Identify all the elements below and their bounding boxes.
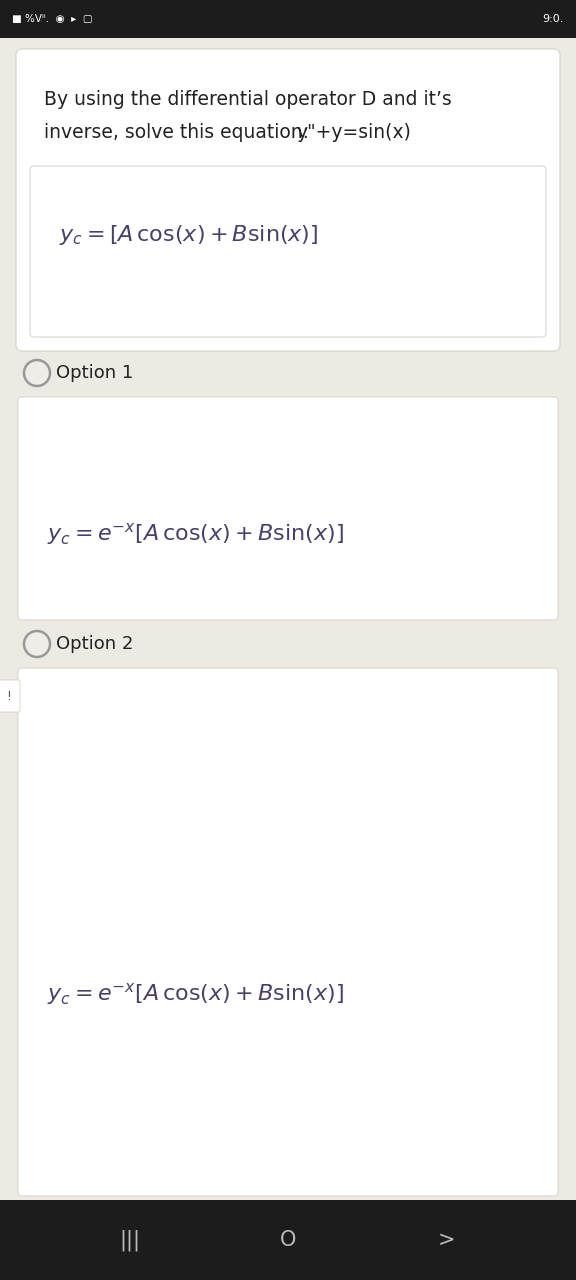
Text: |||: ||| — [119, 1229, 141, 1251]
FancyBboxPatch shape — [18, 397, 558, 620]
Text: $y_c = e^{-x}[A\,\mathrm{cos}(x) + B\mathrm{sin}(x)]$: $y_c = e^{-x}[A\,\mathrm{cos}(x) + B\mat… — [47, 982, 344, 1007]
Circle shape — [24, 631, 50, 657]
Text: Option 2: Option 2 — [56, 635, 134, 653]
FancyBboxPatch shape — [0, 680, 20, 712]
FancyBboxPatch shape — [0, 1201, 576, 1280]
Circle shape — [24, 360, 50, 387]
Text: 9:0.: 9:0. — [543, 14, 564, 24]
FancyBboxPatch shape — [18, 668, 558, 1196]
FancyBboxPatch shape — [0, 0, 576, 38]
Text: O: O — [280, 1230, 296, 1251]
Text: y"+y=sin(x): y"+y=sin(x) — [296, 123, 411, 142]
FancyBboxPatch shape — [30, 166, 546, 337]
FancyBboxPatch shape — [16, 49, 560, 351]
Text: $y_c = e^{-x}[A\,\mathrm{cos}(x) + B\mathrm{sin}(x)]$: $y_c = e^{-x}[A\,\mathrm{cos}(x) + B\mat… — [47, 521, 344, 548]
Text: $y_c = [A\,\mathrm{cos}(x) + B\mathrm{sin}(x)]$: $y_c = [A\,\mathrm{cos}(x) + B\mathrm{si… — [59, 223, 319, 247]
Text: Option 1: Option 1 — [56, 364, 133, 381]
Text: >: > — [437, 1230, 454, 1251]
Text: ■ %Vⁱⁱ.  ◉  ▸  ▢: ■ %Vⁱⁱ. ◉ ▸ ▢ — [12, 14, 93, 24]
Text: inverse, solve this equation:: inverse, solve this equation: — [44, 123, 309, 142]
Text: !: ! — [6, 690, 12, 703]
Text: By using the differential operator D and it’s: By using the differential operator D and… — [44, 90, 452, 109]
